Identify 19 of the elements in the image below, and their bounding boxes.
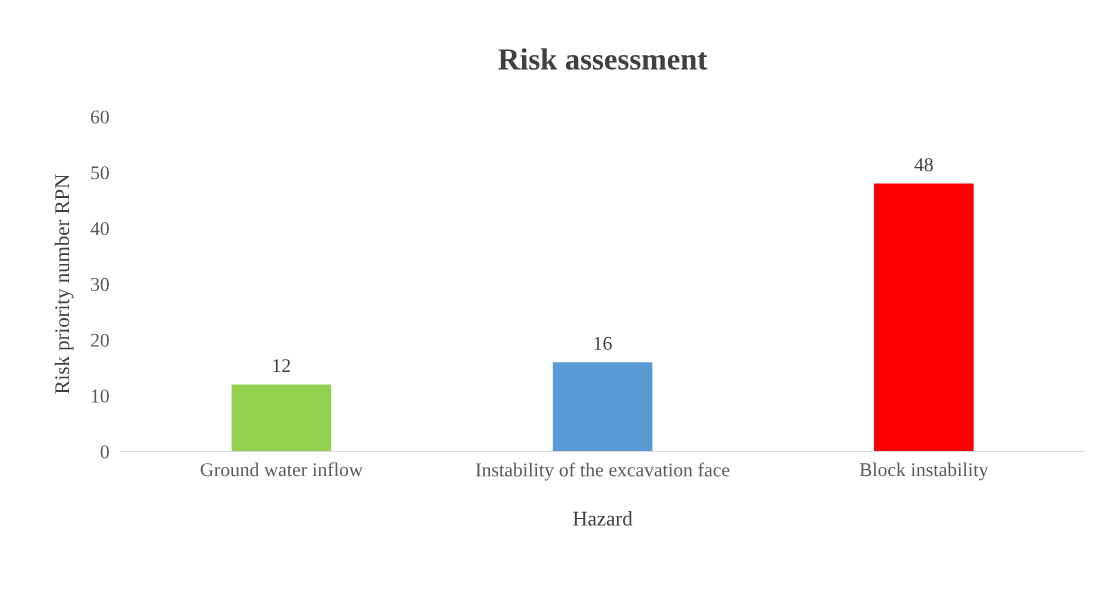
x-tick-label: Block instability	[859, 462, 989, 481]
data-label: 12	[273, 359, 291, 373]
y-axis-title: Risk priority number RPN	[54, 174, 74, 394]
chart-title: Risk assessment	[498, 48, 708, 70]
y-tick-label: 40	[90, 222, 109, 236]
data-label: 16	[594, 336, 612, 350]
y-tick-label: 0	[100, 445, 109, 459]
bar	[552, 362, 653, 452]
y-tick-label: 30	[91, 277, 109, 291]
y-tick-label: 10	[91, 389, 109, 403]
data-label: 48	[914, 158, 933, 172]
x-tick-label: Ground water inflow	[200, 462, 363, 477]
bar	[231, 384, 332, 452]
x-tick-label: Instability of the excavation face	[475, 462, 730, 481]
y-tick-label: 60	[91, 110, 109, 124]
y-tick-label: 50	[91, 166, 109, 180]
bar	[874, 183, 974, 452]
x-axis-title: Hazard	[573, 511, 633, 526]
y-tick-label: 20	[91, 333, 109, 347]
